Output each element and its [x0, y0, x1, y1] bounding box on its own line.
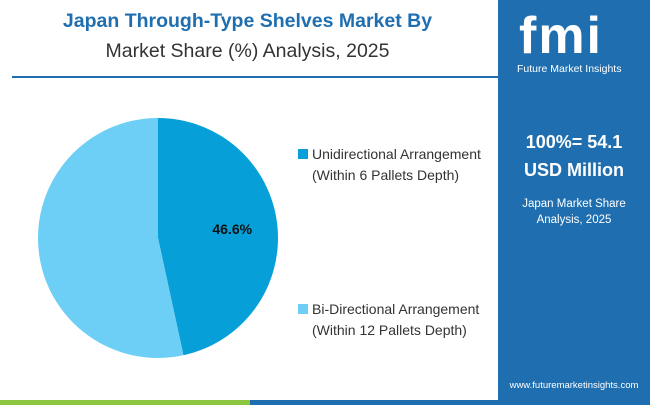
- pie-slice-bidirectional: [37, 118, 184, 358]
- legend-label-bidirectional-line2: (Within 12 Pallets Depth): [312, 322, 467, 338]
- legend-label-unidirectional-line1: Unidirectional Arrangement: [312, 146, 481, 162]
- region-note-line2: Analysis, 2025: [536, 214, 612, 226]
- pie-chart: 46.6%: [30, 110, 286, 366]
- market-total-unit: USD Million: [524, 160, 624, 180]
- info-sidebar: fmi Future Market Insights 100%= 54.1 US…: [498, 0, 650, 405]
- legend-label-unidirectional-line2: (Within 6 Pallets Depth): [312, 167, 460, 183]
- region-note-line1: Japan Market Share: [522, 198, 626, 210]
- logo-letters: fmi: [519, 7, 603, 65]
- fmi-logo: fmi Future Market Insights: [511, 8, 637, 76]
- bottom-bar-green: [0, 400, 250, 405]
- chart-title-line1: Japan Through-Type Shelves Market By: [62, 10, 433, 32]
- pie-chart-svg: [37, 118, 278, 358]
- region-note: Japan Market Share Analysis, 2025: [498, 196, 650, 228]
- pie-slice-unidirectional: [158, 118, 278, 356]
- slice-label-unidirectional: 46.6%: [212, 220, 253, 237]
- logo-subtitle: Future Market Insights: [517, 63, 622, 75]
- chart-title: Japan Through-Type Shelves Market By Mar…: [20, 6, 475, 66]
- title-divider: [12, 76, 498, 78]
- market-total-value: 100%= 54.1: [525, 132, 623, 152]
- legend-swatch-bidirectional: [298, 304, 308, 314]
- chart-title-line2: Market Share (%) Analysis, 2025: [105, 40, 390, 62]
- bottom-bar-blue: [250, 400, 498, 405]
- legend-swatch-unidirectional: [298, 149, 308, 159]
- legend-label-bidirectional-line1: Bi-Directional Arrangement: [312, 301, 480, 317]
- market-total: 100%= 54.1 USD Million: [498, 128, 650, 184]
- legend-item-unidirectional: Unidirectional Arrangement (Within 6 Pal…: [298, 144, 498, 186]
- legend-item-bidirectional: Bi-Directional Arrangement (Within 12 Pa…: [298, 299, 498, 341]
- bottom-accent-bar: [0, 400, 498, 405]
- website-link[interactable]: www.futuremarketinsights.com: [509, 380, 639, 391]
